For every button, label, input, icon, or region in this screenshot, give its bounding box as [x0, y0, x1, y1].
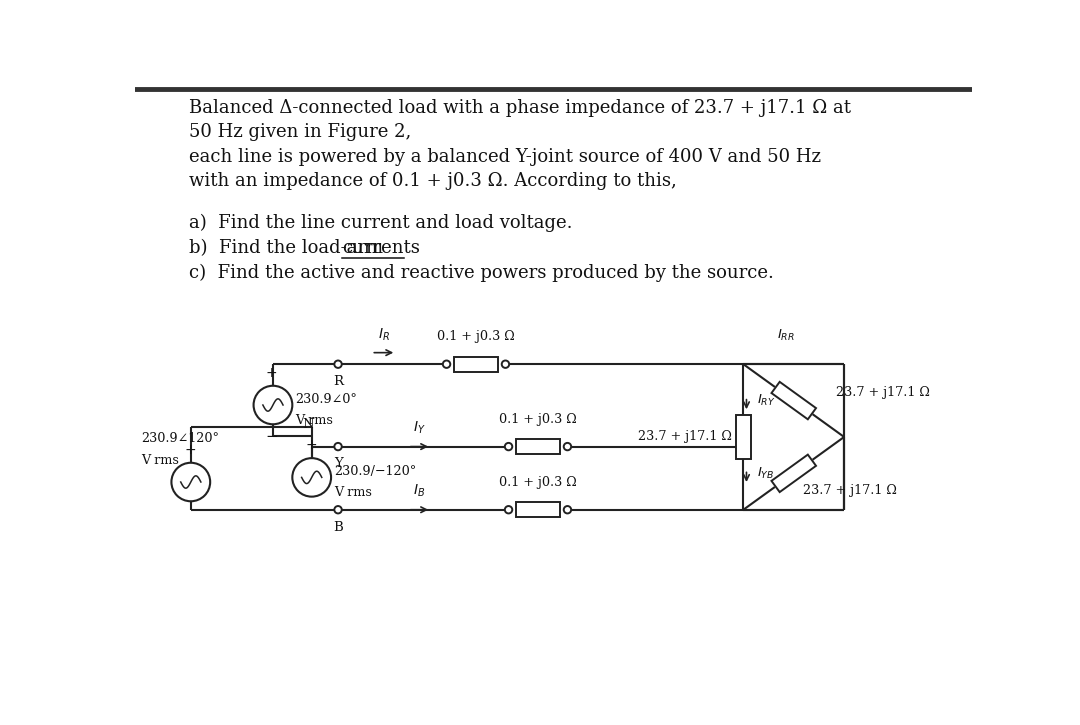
Text: 0.1 + j0.3 Ω: 0.1 + j0.3 Ω [499, 476, 577, 489]
Text: V rms: V rms [296, 414, 334, 427]
Text: 230.9∠120°: 230.9∠120° [141, 432, 219, 445]
Text: $I_B$: $I_B$ [414, 483, 426, 499]
Text: a)  Find the line current and load voltage.: a) Find the line current and load voltag… [189, 214, 572, 232]
Bar [454, 357, 499, 372]
Text: 23.7 + j17.1 Ω: 23.7 + j17.1 Ω [804, 484, 896, 497]
Text: $I_Y$: $I_Y$ [413, 419, 426, 436]
Text: b)  Find the load-arm: b) Find the load-arm [189, 239, 389, 257]
Circle shape [293, 458, 332, 497]
Text: N: N [302, 418, 314, 431]
Text: +: + [266, 365, 278, 380]
Text: 23.7 + j17.1 Ω: 23.7 + j17.1 Ω [638, 431, 732, 444]
Bar [771, 455, 816, 492]
Bar [735, 415, 751, 460]
Circle shape [335, 360, 341, 368]
Text: 0.1 + j0.3 Ω: 0.1 + j0.3 Ω [499, 413, 577, 426]
Text: each line is powered by a balanced Y-joint source of 400 V and 50 Hz: each line is powered by a balanced Y-joi… [189, 148, 821, 166]
Circle shape [443, 360, 450, 368]
Text: V rms: V rms [141, 454, 179, 467]
Circle shape [335, 506, 341, 513]
Text: 23.7 + j17.1 Ω: 23.7 + j17.1 Ω [836, 386, 930, 399]
Bar [771, 382, 816, 419]
Text: Y: Y [334, 457, 342, 471]
Text: Balanced Δ-connected load with a phase impedance of 23.7 + j17.1 Ω at: Balanced Δ-connected load with a phase i… [189, 99, 851, 117]
Circle shape [335, 443, 341, 450]
Circle shape [504, 443, 512, 450]
Circle shape [172, 463, 211, 501]
Bar [515, 502, 561, 518]
Text: 230.9∠0°: 230.9∠0° [296, 393, 357, 406]
Text: 0.1 + j0.3 Ω: 0.1 + j0.3 Ω [437, 331, 515, 344]
Text: B: B [333, 521, 343, 534]
Text: 50 Hz given in Figure 2,: 50 Hz given in Figure 2, [189, 123, 411, 141]
Text: $I_{YB}$: $I_{YB}$ [757, 465, 774, 481]
Text: c)  Find the active and reactive powers produced by the source.: c) Find the active and reactive powers p… [189, 263, 774, 281]
Text: V rms: V rms [334, 486, 372, 500]
Circle shape [504, 506, 512, 513]
Circle shape [254, 386, 293, 424]
Text: +: + [306, 438, 318, 452]
Text: $I_{RY}$: $I_{RY}$ [757, 393, 775, 408]
Text: −: − [265, 429, 278, 444]
Bar [515, 439, 561, 455]
Circle shape [564, 506, 571, 513]
Text: currents: currents [342, 239, 420, 257]
Text: +: + [185, 442, 197, 457]
Text: R: R [333, 375, 343, 388]
Text: 230.9/−120°: 230.9/−120° [334, 465, 417, 478]
Text: $I_R$: $I_R$ [378, 326, 390, 343]
Text: with an impedance of 0.1 + j0.3 Ω. According to this,: with an impedance of 0.1 + j0.3 Ω. Accor… [189, 173, 677, 191]
Circle shape [502, 360, 509, 368]
Text: $I_{RR}$: $I_{RR}$ [777, 328, 795, 343]
Circle shape [564, 443, 571, 450]
